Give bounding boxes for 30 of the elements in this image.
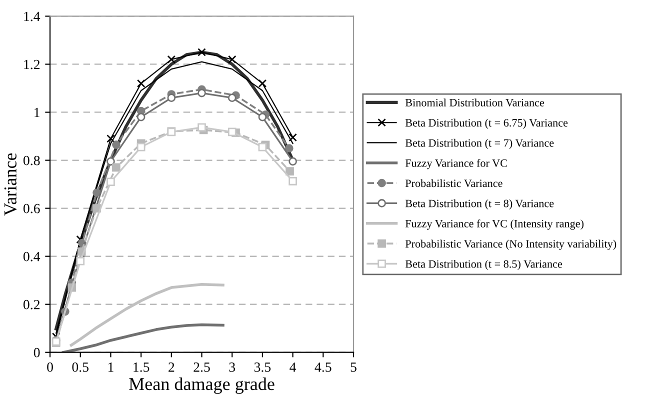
legend-label: Probabilistic Variance (No Intensity variability) (405, 240, 616, 250)
x-tick-label: 1 (108, 362, 114, 372)
legend-label: Probabilistic Variance (405, 179, 502, 188)
y-tick-label: 0.2 (23, 300, 40, 310)
legend-label: Binomial Distribution Variance (405, 98, 544, 106)
x-tick-label: 3 (229, 362, 236, 372)
y-tick-label: 1.4 (24, 12, 40, 22)
x-tick-label: 2 (168, 362, 174, 372)
x-tick-label: 0.5 (72, 362, 89, 372)
x-tick-label: 4.5 (314, 362, 332, 372)
x-tick-label: 5 (350, 362, 356, 372)
y-tick-label: 1 (34, 108, 40, 118)
legend-label: Beta Distribution (t = 7) Variance (405, 138, 554, 149)
y-tick-label: 0 (34, 348, 40, 358)
y-tick-label: 0.8 (23, 156, 40, 166)
y-tick-label: 0.4 (23, 252, 40, 262)
y-axis-title: Variance (4, 153, 17, 216)
x-tick-label: 2.5 (194, 362, 210, 372)
x-tick-label: 0 (47, 362, 53, 372)
legend-label: Fuzzy Variance for VC (405, 158, 507, 170)
legend-label: Beta Distribution (t = 8) Variance (405, 199, 554, 210)
x-tick-label: 4 (290, 362, 296, 372)
x-tick-label: 3.5 (254, 362, 271, 372)
x-tick-label: 1.5 (134, 362, 150, 372)
y-tick-label: 0.6 (23, 204, 40, 214)
legend-label: Beta Distribution (t = 6.75) Variance (405, 118, 568, 129)
legend-label: Fuzzy Variance for VC (Intensity range) (405, 219, 584, 230)
y-tick-label: 1.2 (24, 60, 40, 70)
x-axis-title: Mean damage grade (129, 377, 274, 394)
legend-label: Beta Distribution (t = 8.5) Variance (405, 260, 562, 270)
